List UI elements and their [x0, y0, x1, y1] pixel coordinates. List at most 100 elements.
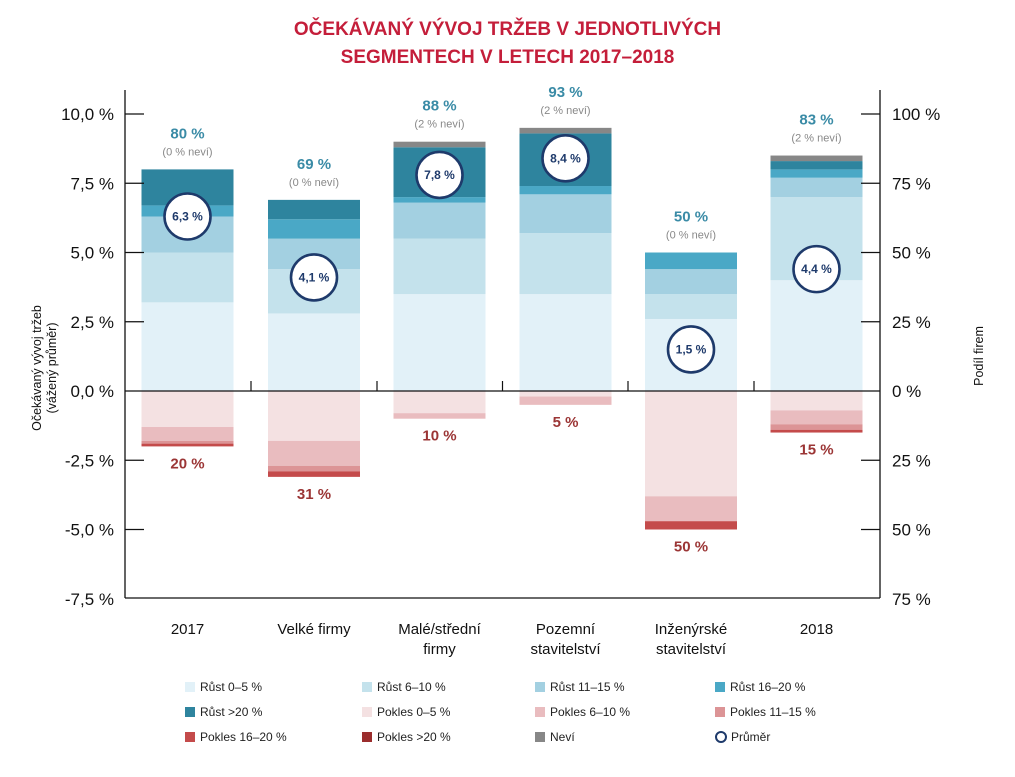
category-label: stavitelství: [530, 641, 601, 658]
legend-item: Růst 11–15 %: [535, 680, 625, 694]
left-axis-title-line-2: (vážený průměr): [45, 323, 59, 414]
chart-title-line-1: OČEKÁVANÝ VÝVOJ TRŽEB V JEDNOTLIVÝCH: [293, 19, 722, 40]
legend-label: Pokles 16–20 %: [200, 730, 287, 744]
left-tick-label: -2,5 %: [65, 451, 114, 470]
legend-label: Pokles >20 %: [377, 730, 451, 744]
bar-segment-negative: [770, 429, 863, 433]
bar-segment-positive: [393, 294, 486, 391]
top-share-label: 88 %: [422, 98, 456, 115]
legend-item: Průměr: [715, 730, 770, 744]
bar-segment-negative: [141, 440, 234, 444]
bar-segment-negative: [645, 391, 737, 497]
bottom-share-label: 31 %: [297, 486, 331, 503]
bar-segment-positive: [770, 155, 863, 162]
bar-segment-positive: [393, 238, 486, 295]
left-tick-label: -5,0 %: [65, 521, 114, 540]
category-label: Malé/střední: [398, 621, 481, 638]
legend-label: Růst 16–20 %: [730, 680, 806, 694]
average-marker: [792, 244, 841, 294]
legend-item: Pokles 6–10 %: [535, 705, 630, 719]
legend-label: Pokles 0–5 %: [377, 705, 451, 719]
legend-item: Pokles 16–20 %: [185, 730, 287, 744]
legend-item: Neví: [535, 730, 575, 744]
average-marker: [415, 150, 464, 200]
average-label: 4,1 %: [299, 270, 330, 284]
bar-segment-positive: [770, 161, 863, 170]
bar-segment-positive: [519, 233, 612, 295]
category-label: Velké firmy: [277, 621, 351, 638]
dont-know-sublabel: (2 % neví): [414, 119, 464, 131]
bar-segment-positive: [141, 302, 234, 391]
bar-segment-positive: [393, 141, 486, 148]
left-tick-label: 5,0 %: [71, 244, 114, 263]
average-label: 1,5 %: [676, 342, 707, 356]
legend-item: Růst >20 %: [185, 705, 262, 719]
legend-swatch-icon: [535, 707, 545, 717]
left-tick-label: -7,5 %: [65, 590, 114, 609]
legend-swatch-icon: [715, 707, 725, 717]
bar-segment-positive: [141, 252, 234, 303]
bar-segment-positive: [268, 219, 360, 239]
average-marker: [541, 134, 590, 183]
legend-swatch-icon: [535, 682, 545, 692]
legend-swatch-icon: [715, 682, 725, 692]
bar-segment-positive: [519, 294, 612, 391]
legend-swatch-icon: [535, 732, 545, 742]
bottom-share-label: 10 %: [422, 428, 456, 445]
legend-item: Pokles 0–5 %: [362, 705, 450, 719]
legend-item: Růst 0–5 %: [185, 680, 262, 694]
bottom-share-label: 15 %: [799, 442, 833, 459]
average-label: 6,3 %: [172, 209, 203, 223]
bar-segment-negative: [519, 391, 612, 397]
category-label: stavitelství: [656, 641, 727, 658]
bar-segment-positive: [519, 186, 612, 195]
legend-swatch-icon: [362, 682, 372, 692]
bar-segment-positive: [393, 197, 486, 203]
bar-segment-negative: [268, 471, 360, 477]
dont-know-sublabel: (0 % neví): [666, 230, 716, 242]
average-marker: [163, 192, 212, 241]
average-label: 8,4 %: [550, 151, 581, 165]
right-tick-label: 50 %: [892, 521, 931, 540]
bar-segment-negative: [141, 427, 234, 441]
bar-segment-negative: [770, 424, 863, 430]
bar-segment-negative: [645, 496, 737, 522]
dont-know-sublabel: (2 % neví): [791, 133, 841, 145]
average-marker: [666, 325, 716, 374]
legend-label: Pokles 6–10 %: [550, 705, 631, 719]
legend-label: Růst 0–5 %: [200, 680, 263, 694]
category-label: Inženýrské: [655, 621, 728, 638]
dont-know-sublabel: (0 % neví): [289, 177, 339, 189]
top-share-label: 80 %: [170, 125, 204, 142]
left-axis-title-line-1: Očekávaný vývoj tržeb: [30, 305, 44, 431]
top-share-label: 50 %: [674, 209, 708, 226]
right-axis-title: Podíl firem: [972, 326, 986, 386]
bar-segment-negative: [268, 391, 360, 441]
right-tick-label: 25 %: [892, 313, 931, 332]
legend-swatch-icon: [362, 732, 372, 742]
legend-label: Neví: [550, 730, 575, 744]
category-label: firmy: [423, 641, 456, 658]
average-ring-icon: [715, 731, 727, 743]
top-share-label: 69 %: [297, 156, 331, 173]
bar-segment-positive: [393, 202, 486, 239]
bottom-share-label: 50 %: [674, 539, 708, 556]
bar-segment-negative: [268, 465, 360, 472]
dont-know-sublabel: (2 % neví): [540, 105, 590, 117]
right-tick-label: 100 %: [892, 105, 940, 124]
bar-segment-positive: [645, 252, 737, 270]
bar-segment-negative: [141, 443, 234, 447]
bar-segment-negative: [645, 521, 737, 530]
bar-segment-positive: [645, 294, 737, 319]
left-tick-label: 0,0 %: [71, 382, 114, 401]
legend-swatch-icon: [185, 707, 195, 717]
bar-segment-positive: [770, 169, 863, 178]
bar-segment-positive: [268, 313, 360, 391]
legend-label: Pokles 11–15 %: [730, 705, 816, 719]
legend-item: Růst 6–10 %: [362, 680, 446, 694]
legend-swatch-icon: [362, 707, 372, 717]
left-tick-label: 2,5 %: [71, 313, 114, 332]
legend-item: Pokles >20 %: [362, 730, 451, 744]
bar-segment-positive: [519, 127, 612, 134]
